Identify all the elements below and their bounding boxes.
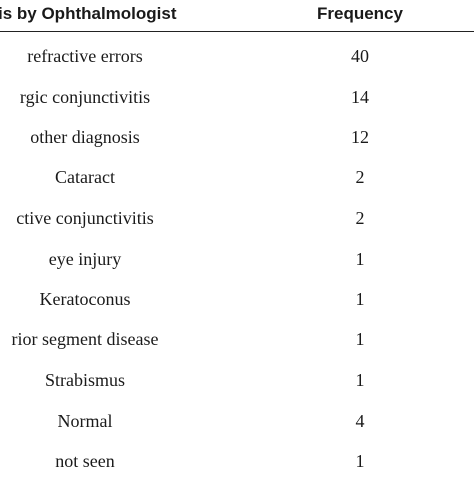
frequency-cell: 40 xyxy=(351,46,369,66)
diagnosis-cell: eye injury xyxy=(48,249,122,269)
frequency-cell: 1 xyxy=(355,451,365,471)
diagnosis-cell: Strabismus xyxy=(44,370,125,390)
frequency-cell: 2 xyxy=(355,167,365,187)
diagnosis-cell: Keratoconus xyxy=(39,289,131,309)
header-diagnosis: is by Ophthalmologist xyxy=(0,4,177,23)
table-row: other diagnosis 12 xyxy=(0,117,474,157)
table-row: Cataract 2 xyxy=(0,157,474,197)
frequency-cell: 1 xyxy=(355,289,365,309)
diagnosis-cell: ctive conjunctivitis xyxy=(16,208,154,228)
header-divider xyxy=(0,31,474,32)
table-row: ctive conjunctivitis 2 xyxy=(0,198,474,238)
table-row: not seen 1 xyxy=(0,441,474,481)
table-row: Normal 4 xyxy=(0,401,474,441)
diagnosis-cell: other diagnosis xyxy=(30,127,140,147)
table-row: Strabismus 1 xyxy=(0,360,474,400)
diagnosis-cell: rior segment disease xyxy=(11,329,159,349)
diagnosis-cell: rgic conjunctivitis xyxy=(19,87,151,107)
frequency-cell: 1 xyxy=(355,370,365,390)
table-row: eye injury 1 xyxy=(0,239,474,279)
frequency-cell: 12 xyxy=(351,127,369,147)
table-row: rgic conjunctivitis 14 xyxy=(0,77,474,117)
diagnosis-cell: Normal xyxy=(57,411,113,431)
diagnosis-cell: not seen xyxy=(55,451,115,471)
frequency-cell: 1 xyxy=(355,249,365,269)
frequency-cell: 1 xyxy=(355,329,365,349)
frequency-cell: 2 xyxy=(355,208,365,228)
table-row: Keratoconus 1 xyxy=(0,279,474,319)
frequency-cell: 14 xyxy=(351,87,369,107)
frequency-cell: 4 xyxy=(355,411,365,431)
table-row: refractive errors 40 xyxy=(0,36,474,76)
header-frequency: Frequency xyxy=(317,4,403,23)
diagnosis-cell: Cataract xyxy=(55,167,115,187)
diagnosis-cell: refractive errors xyxy=(27,46,143,66)
table-row: rior segment disease 1 xyxy=(0,319,474,359)
